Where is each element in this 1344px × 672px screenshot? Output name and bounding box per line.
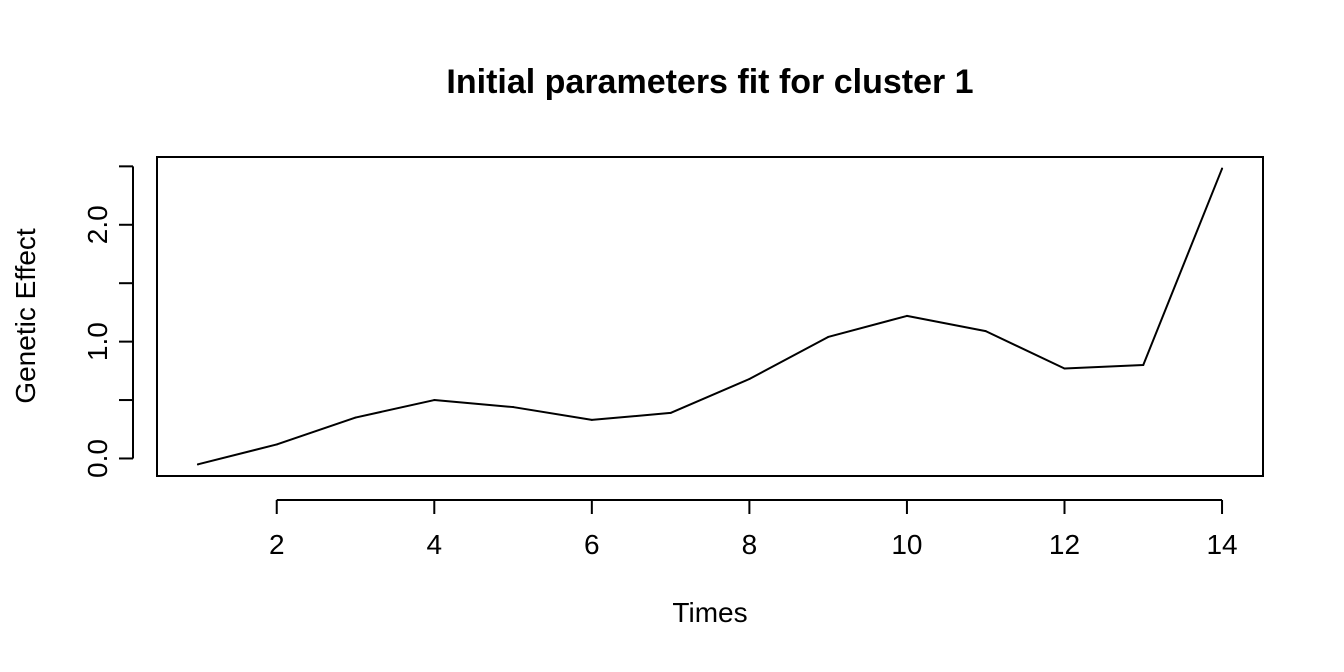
data-point xyxy=(433,399,436,402)
x-tick-label: 10 xyxy=(891,529,922,560)
y-axis: 0.0 1.0 2.0 xyxy=(82,165,134,478)
plot-frame xyxy=(156,156,1264,477)
y-tick-label: 2.0 xyxy=(82,205,113,244)
data-point xyxy=(590,418,593,421)
x-axis-label: Times xyxy=(672,597,747,628)
data-point xyxy=(1063,367,1066,370)
x-tick-label: 4 xyxy=(426,529,442,560)
data-point xyxy=(669,411,672,414)
chart-title: Initial parameters fit for cluster 1 xyxy=(446,63,973,101)
x-tick-label: 8 xyxy=(742,529,758,560)
data-point xyxy=(354,416,357,419)
data-point xyxy=(275,443,278,446)
data-point xyxy=(984,330,987,333)
x-tick-label: 2 xyxy=(269,529,285,560)
data-point xyxy=(1142,363,1145,366)
series-layer xyxy=(196,167,1224,466)
series-line xyxy=(196,167,1224,466)
data-point xyxy=(748,378,751,381)
x-tick-label: 6 xyxy=(584,529,600,560)
data-point xyxy=(1221,167,1224,170)
data-point xyxy=(905,314,908,317)
data-point xyxy=(827,335,830,338)
x-tick-label: 14 xyxy=(1206,529,1237,560)
x-axis: 2 4 6 8 10 12 14 xyxy=(269,499,1238,560)
x-tick-label: 12 xyxy=(1049,529,1080,560)
y-tick-label: 1.0 xyxy=(82,322,113,361)
y-tick-label: 0.0 xyxy=(82,439,113,478)
data-point xyxy=(512,406,515,409)
y-axis-label: Genetic Effect xyxy=(10,228,41,404)
data-point xyxy=(196,463,199,466)
